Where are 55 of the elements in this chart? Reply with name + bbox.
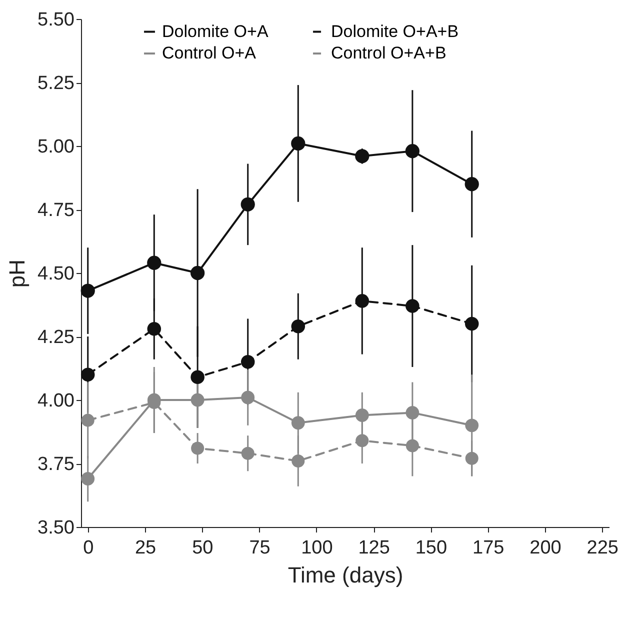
point	[355, 149, 370, 164]
point	[147, 322, 162, 336]
point	[291, 416, 305, 430]
point	[190, 266, 205, 280]
point	[190, 393, 204, 407]
x-tick-label: 200	[530, 538, 562, 558]
legend-label: Control O+A+B	[331, 44, 446, 62]
legend-label: Dolomite O+A+B	[331, 22, 459, 41]
x-tick-label: 175	[472, 538, 504, 558]
legend-label: Control O+A	[162, 44, 257, 62]
y-tick-label: 4.00	[38, 390, 74, 412]
y-tick-label: 3.75	[38, 454, 74, 475]
point	[464, 316, 479, 331]
x-tick-label: 150	[415, 538, 448, 558]
point	[240, 355, 255, 369]
point	[240, 197, 255, 212]
y-tick-label: 4.25	[38, 327, 74, 348]
y-tick-label: 5.25	[38, 73, 74, 94]
point	[291, 319, 306, 334]
point	[405, 144, 420, 158]
point	[191, 442, 204, 455]
point	[80, 368, 95, 382]
x-axis-title: Time (days)	[288, 562, 404, 588]
point	[406, 406, 420, 420]
point	[80, 284, 95, 298]
point	[465, 418, 479, 432]
point	[464, 177, 479, 192]
x-tick-label: 0	[83, 538, 94, 558]
point	[406, 299, 420, 313]
point	[241, 390, 255, 404]
point	[147, 256, 162, 270]
point	[355, 408, 369, 422]
point	[81, 414, 94, 427]
x-tick-label: 25	[134, 538, 156, 558]
y-tick-label: 4.75	[38, 200, 74, 221]
point	[190, 370, 204, 384]
y-tick-label: 3.50	[38, 518, 74, 538]
point	[406, 439, 419, 452]
point	[291, 136, 306, 151]
point	[81, 472, 95, 486]
x-tick-label: 50	[192, 538, 214, 558]
x-tick-label: 75	[249, 538, 270, 558]
legend-label: Dolomite O+A	[162, 22, 269, 41]
y-axis-title: pH	[4, 259, 30, 288]
point	[355, 294, 370, 308]
point	[465, 452, 478, 465]
point	[292, 454, 305, 468]
x-tick-label: 125	[358, 538, 390, 558]
x-tick-label: 100	[301, 538, 333, 558]
y-tick-label: 5.00	[38, 136, 74, 158]
y-tick-label: 5.50	[38, 10, 74, 30]
x-tick-label: 225	[586, 538, 618, 558]
point	[356, 434, 369, 448]
point	[241, 446, 254, 460]
y-tick-label: 4.50	[38, 264, 74, 284]
